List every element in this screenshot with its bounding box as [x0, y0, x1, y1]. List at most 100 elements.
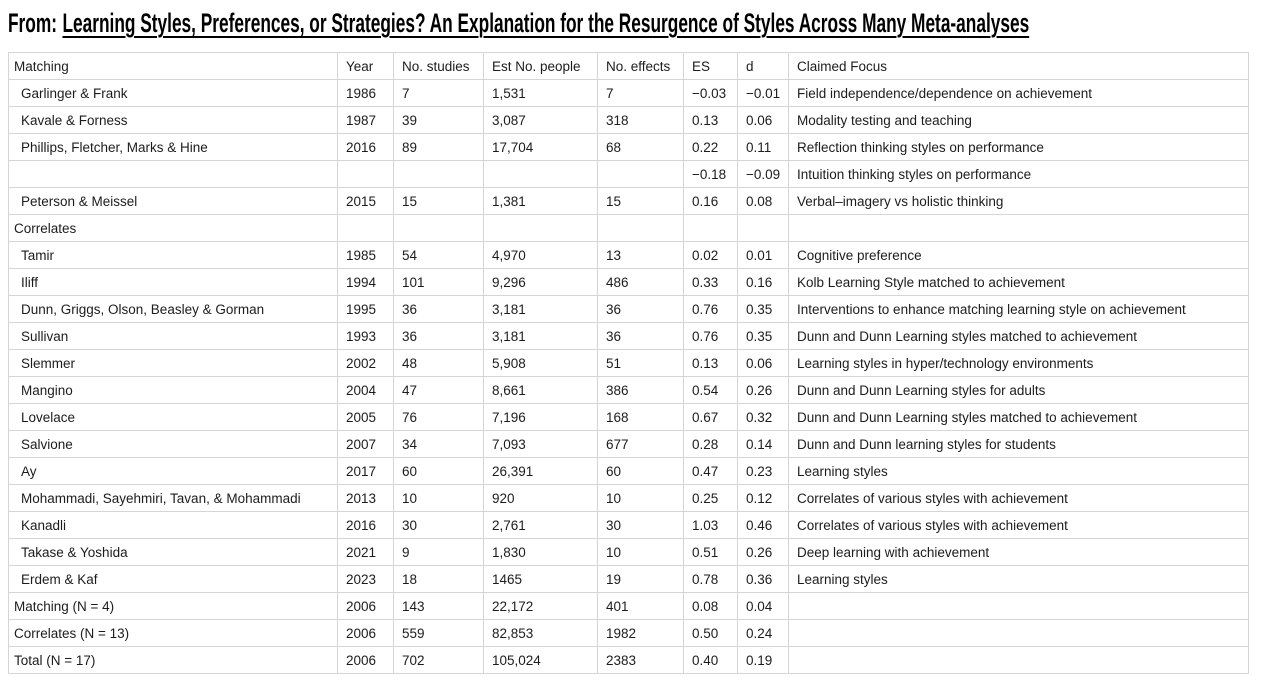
- cell-d: 0.35: [737, 322, 789, 350]
- cell-est-no-people: 2,761: [483, 511, 598, 539]
- cell-claimed-focus: Dunn and Dunn learning styles for studen…: [788, 430, 1249, 458]
- cell-matching: Kavale & Forness: [8, 106, 338, 134]
- table-body: Garlinger & Frank 1986 7 1,531 7 −0.03 −0.01 Fi…: [8, 79, 1249, 674]
- cell-year: 2013: [337, 484, 394, 512]
- cell-d: 0.24: [737, 619, 789, 647]
- cell-d: 0.11: [737, 133, 789, 161]
- cell-no-effects: 36: [597, 322, 684, 350]
- cell-no-studies: 76: [393, 403, 484, 431]
- cell-claimed-focus: Dunn and Dunn Learning styles for adults: [788, 376, 1249, 404]
- table-row: Salvione 2007 34 7,093 677 0.28 0.14 Dunn and D…: [8, 430, 1249, 458]
- column-header-d: d: [737, 52, 789, 80]
- cell-d: 0.01: [737, 241, 789, 269]
- cell-no-effects: 15: [597, 187, 684, 215]
- cell-claimed-focus: Dunn and Dunn Learning styles matched to…: [788, 403, 1249, 431]
- cell-d: 0.12: [737, 484, 789, 512]
- cell-es: 0.51: [683, 538, 738, 566]
- cell-es: 0.13: [683, 349, 738, 377]
- cell-matching: Takase & Yoshida: [8, 538, 338, 566]
- cell-year: 2016: [337, 133, 394, 161]
- cell-no-effects: 168: [597, 403, 684, 431]
- cell-no-effects: 677: [597, 430, 684, 458]
- cell-year: 2021: [337, 538, 394, 566]
- cell-claimed-focus: [788, 646, 1249, 674]
- table-row: Takase & Yoshida 2021 9 1,830 10 0.51 0.26 Deep…: [8, 538, 1249, 566]
- cell-claimed-focus: Modality testing and teaching: [788, 106, 1249, 134]
- cell-no-studies: 48: [393, 349, 484, 377]
- table-row: Mangino 2004 47 8,661 386 0.54 0.26 Dunn and Du…: [8, 376, 1249, 404]
- cell-year: 2016: [337, 511, 394, 539]
- cell-matching: Ay: [8, 457, 338, 485]
- cell-no-effects: 13: [597, 241, 684, 269]
- cell-matching: Peterson & Meissel: [8, 187, 338, 215]
- cell-year: 2023: [337, 565, 394, 593]
- paper-title-link[interactable]: Learning Styles, Preferences, or Strateg…: [62, 8, 1030, 38]
- cell-es: 0.78: [683, 565, 738, 593]
- cell-d: 0.16: [737, 268, 789, 296]
- column-header-claimed-focus: Claimed Focus: [788, 52, 1249, 80]
- cell-claimed-focus: Verbal–imagery vs holistic thinking: [788, 187, 1249, 215]
- cell-matching: Iliff: [8, 268, 338, 296]
- cell-est-no-people: 920: [483, 484, 598, 512]
- cell-no-studies: 54: [393, 241, 484, 269]
- column-header-year: Year: [337, 52, 394, 80]
- cell-est-no-people: [483, 214, 598, 242]
- cell-est-no-people: 3,181: [483, 322, 598, 350]
- cell-matching: Phillips, Fletcher, Marks & Hine: [8, 133, 338, 161]
- cell-d: 0.06: [737, 106, 789, 134]
- cell-year: 1987: [337, 106, 394, 134]
- column-header-es: ES: [683, 52, 738, 80]
- cell-d: 0.46: [737, 511, 789, 539]
- cell-es: 0.02: [683, 241, 738, 269]
- cell-year: 1995: [337, 295, 394, 323]
- cell-es: 0.25: [683, 484, 738, 512]
- cell-no-studies: 143: [393, 592, 484, 620]
- cell-d: 0.26: [737, 538, 789, 566]
- cell-est-no-people: [483, 160, 598, 188]
- cell-d: 0.04: [737, 592, 789, 620]
- cell-no-effects: 60: [597, 457, 684, 485]
- cell-matching: Matching (N = 4): [8, 592, 338, 620]
- cell-es: 0.28: [683, 430, 738, 458]
- cell-matching: Dunn, Griggs, Olson, Beasley & Gorman: [8, 295, 338, 323]
- summary-row: Matching (N = 4) 2006 143 22,172 401 0.08 0.04: [8, 592, 1249, 620]
- cell-claimed-focus: Intuition thinking styles on performance: [788, 160, 1249, 188]
- cell-es: 0.08: [683, 592, 738, 620]
- cell-est-no-people: 1,531: [483, 79, 598, 107]
- cell-year: 1993: [337, 322, 394, 350]
- cell-no-effects: 10: [597, 484, 684, 512]
- cell-no-effects: 51: [597, 349, 684, 377]
- section-row: Correlates: [8, 214, 1249, 242]
- column-header-matching: Matching: [8, 52, 338, 80]
- meta-analyses-table: Matching Year No. studies Est No. people No.…: [8, 52, 1249, 674]
- cell-est-no-people: 105,024: [483, 646, 598, 674]
- cell-d: [737, 214, 789, 242]
- cell-est-no-people: 1,381: [483, 187, 598, 215]
- cell-est-no-people: 3,087: [483, 106, 598, 134]
- cell-est-no-people: 82,853: [483, 619, 598, 647]
- cell-year: 2006: [337, 619, 394, 647]
- cell-es: 0.22: [683, 133, 738, 161]
- cell-no-studies: 7: [393, 79, 484, 107]
- cell-no-effects: 10: [597, 538, 684, 566]
- cell-no-studies: 36: [393, 322, 484, 350]
- column-header-est-no-people: Est No. people: [483, 52, 598, 80]
- cell-est-no-people: 1465: [483, 565, 598, 593]
- cell-year: 2006: [337, 592, 394, 620]
- cell-claimed-focus: Learning styles: [788, 565, 1249, 593]
- cell-claimed-focus: Reflection thinking styles on performanc…: [788, 133, 1249, 161]
- cell-claimed-focus: Learning styles: [788, 457, 1249, 485]
- cell-no-studies: 15: [393, 187, 484, 215]
- cell-claimed-focus: [788, 619, 1249, 647]
- cell-no-studies: 101: [393, 268, 484, 296]
- article-page: From: Learning Styles, Preferences, or St…: [8, 8, 1256, 674]
- cell-d: −0.09: [737, 160, 789, 188]
- table-row: Phillips, Fletcher, Marks & Hine 2016 89 17…: [8, 133, 1249, 161]
- cell-no-studies: 89: [393, 133, 484, 161]
- cell-d: 0.36: [737, 565, 789, 593]
- cell-no-studies: 47: [393, 376, 484, 404]
- cell-no-effects: 7: [597, 79, 684, 107]
- cell-year: 1986: [337, 79, 394, 107]
- table-row: Ay 2017 60 26,391 60 0.47 0.23 Learning styles: [8, 457, 1249, 485]
- cell-est-no-people: 1,830: [483, 538, 598, 566]
